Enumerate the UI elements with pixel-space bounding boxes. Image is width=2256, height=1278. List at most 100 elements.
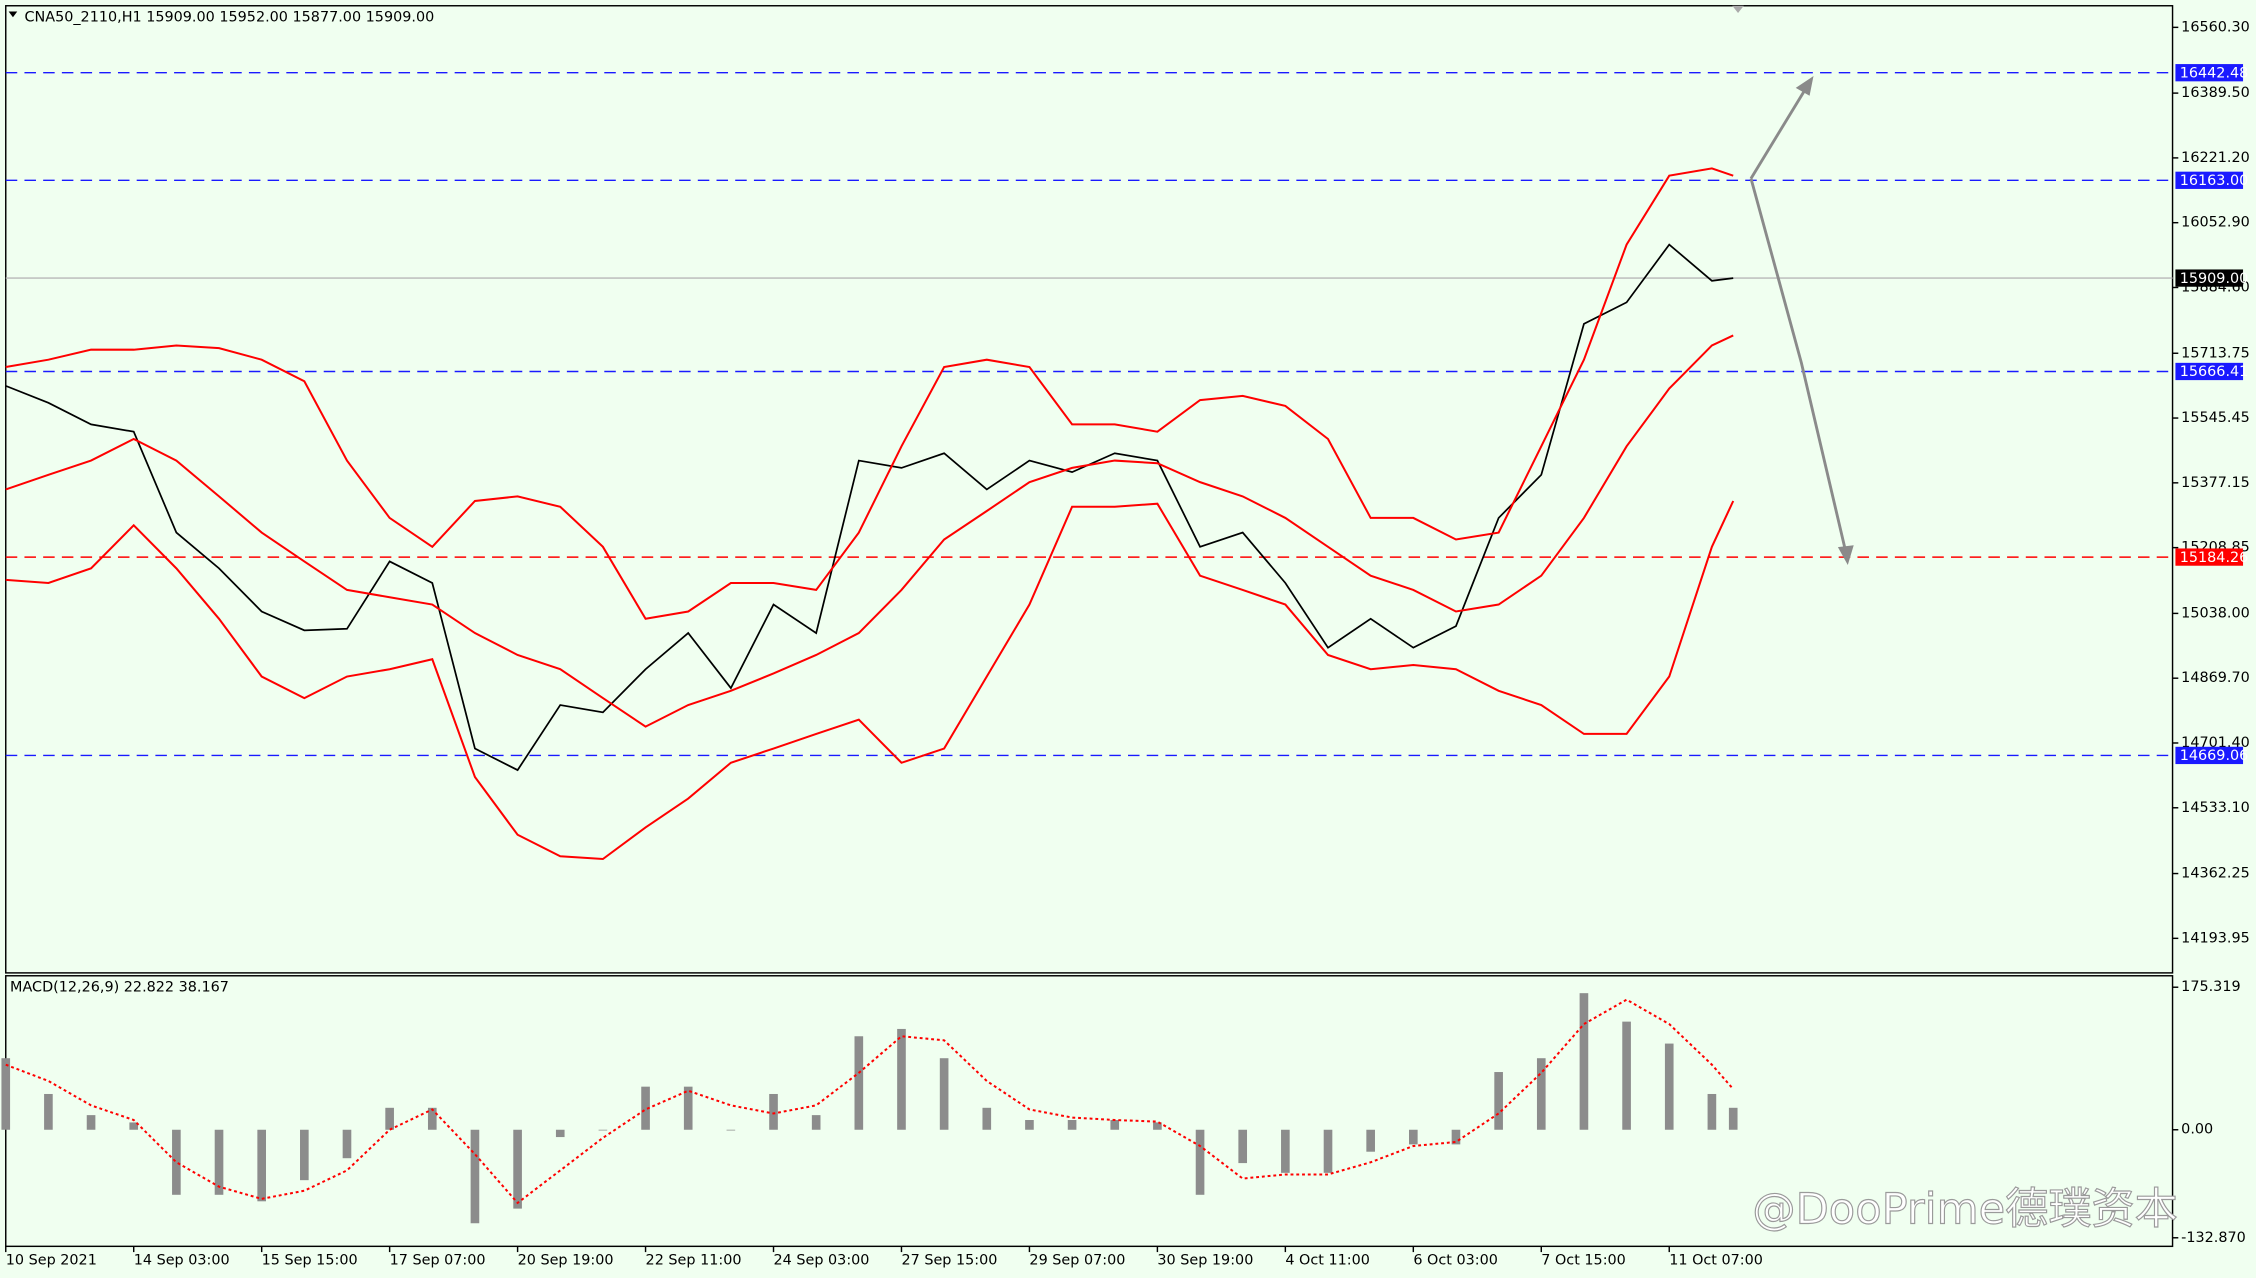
histogram-bar — [257, 1129, 266, 1202]
panel-title: MACD(12,26,9) 22.822 38.167 — [10, 979, 229, 995]
histogram-bar — [300, 1129, 309, 1181]
histogram-bar — [555, 1129, 565, 1138]
level-tag — [2175, 362, 2244, 381]
histogram-bar — [1536, 1058, 1546, 1130]
level-label: 16442.48 — [2180, 65, 2249, 81]
histogram-bar — [129, 1122, 139, 1130]
level-tag — [2175, 746, 2244, 765]
histogram-bar — [427, 1107, 437, 1130]
arrowhead — [1795, 76, 1814, 96]
y-tick-label: 15377.15 — [2181, 475, 2250, 491]
histogram-bar — [1238, 1129, 1248, 1164]
arrowhead — [1837, 545, 1854, 565]
level-tag — [2175, 548, 2244, 566]
y-tick-label: 16389.50 — [2181, 85, 2250, 101]
histogram-bar — [1451, 1129, 1461, 1145]
histogram-bar — [172, 1129, 181, 1195]
y-tick-label: 15038.00 — [2181, 605, 2250, 621]
histogram-bar — [1323, 1129, 1333, 1173]
x-tick-label: 27 Sep 15:00 — [901, 1253, 997, 1269]
y-tick-label: 15545.45 — [2181, 410, 2250, 426]
x-tick-label: 14 Sep 03:00 — [134, 1253, 230, 1269]
x-tick-label: 10 Sep 2021 — [6, 1253, 97, 1269]
histogram-bar — [1409, 1129, 1418, 1145]
x-tick-label: 11 Oct 07:00 — [1669, 1253, 1763, 1269]
collapse-triangle[interactable] — [8, 11, 18, 18]
y-tick-label: 16221.20 — [2181, 150, 2250, 166]
histogram-bar — [44, 1093, 53, 1130]
histogram-bar — [854, 1036, 864, 1130]
histogram-bar — [641, 1086, 650, 1130]
histogram-bar — [1366, 1129, 1375, 1152]
panel-title: CNA50_2110,H1 15909.00 15952.00 15877.00… — [24, 9, 434, 25]
series-line — [5, 334, 1734, 728]
x-tick-label: 30 Sep 19:00 — [1157, 1253, 1253, 1269]
histogram-bar — [598, 1129, 608, 1131]
shift-marker — [1732, 5, 1744, 13]
series-line — [5, 167, 1734, 620]
histogram-bar — [470, 1129, 480, 1224]
y-tick-label: 14193.95 — [2181, 930, 2250, 946]
y-tick-label: 16560.30 — [2181, 19, 2250, 35]
histogram-bar — [1, 1058, 11, 1130]
forecast-arrows — [1749, 76, 1854, 565]
histogram-bar — [1728, 1107, 1738, 1130]
histogram-bar — [86, 1115, 96, 1130]
level-tag — [2175, 64, 2244, 82]
histogram-bar — [1707, 1093, 1717, 1130]
histogram-bar — [982, 1107, 992, 1130]
y-tick-label: 16052.90 — [2181, 215, 2250, 231]
histogram-bar — [1067, 1119, 1077, 1130]
y-tick-label: 15713.75 — [2181, 345, 2250, 361]
level-label: 15184.26 — [2180, 550, 2249, 566]
watermark: @DooPrime德璞资本 — [1752, 1184, 2177, 1234]
level-label: 15666.41 — [2180, 364, 2249, 380]
histogram-bar — [769, 1093, 778, 1130]
arrow-down — [1749, 178, 1848, 553]
histogram-bar — [939, 1058, 949, 1130]
histogram-bar — [1579, 993, 1589, 1130]
x-tick-label: 6 Oct 03:00 — [1413, 1253, 1498, 1269]
histogram-bar — [214, 1129, 224, 1195]
y-tick-label: 14533.10 — [2181, 800, 2250, 816]
histogram-bar — [1281, 1129, 1290, 1173]
series-line — [5, 500, 1735, 861]
level-tag — [2175, 269, 2244, 287]
histogram-bar — [1153, 1122, 1162, 1130]
histogram-bar — [1195, 1129, 1205, 1195]
histogram-bar — [726, 1129, 736, 1131]
level-label: 16163.00 — [2180, 173, 2249, 189]
level-tag — [2175, 171, 2244, 189]
x-tick-label: 22 Sep 11:00 — [646, 1253, 742, 1269]
x-tick-label: 20 Sep 19:00 — [518, 1253, 614, 1269]
histogram-bar — [513, 1129, 522, 1209]
histogram-bar — [897, 1028, 906, 1130]
histogram-bar — [1664, 1043, 1674, 1130]
plot-layer: CNA50_2110,H1 15909.00 15952.00 15877.00… — [1, 9, 2250, 1269]
x-tick-label: 17 Sep 07:00 — [390, 1253, 486, 1269]
y-tick-label: 14362.25 — [2181, 866, 2250, 882]
arrow-up — [1749, 85, 1809, 180]
histogram-bar — [1494, 1072, 1503, 1130]
histogram-bar — [1622, 1021, 1631, 1130]
histogram-bar — [385, 1107, 394, 1130]
y-tick-label: 14869.70 — [2181, 670, 2250, 686]
series-line — [5, 243, 1734, 772]
level-label: 14669.06 — [2180, 748, 2249, 764]
x-tick-label: 4 Oct 11:00 — [1285, 1253, 1370, 1269]
histogram-bar — [342, 1129, 352, 1159]
histogram-bar — [683, 1086, 693, 1130]
x-tick-label: 7 Oct 15:00 — [1541, 1253, 1626, 1269]
x-tick-label: 24 Sep 03:00 — [774, 1253, 870, 1269]
y-tick-label: 0.00 — [2181, 1122, 2213, 1138]
x-tick-label: 29 Sep 07:00 — [1029, 1253, 1125, 1269]
level-label: 15909.00 — [2180, 271, 2249, 287]
histogram-bar — [1110, 1119, 1120, 1130]
y-tick-label: -132.870 — [2181, 1230, 2246, 1246]
x-tick-label: 15 Sep 15:00 — [262, 1253, 358, 1269]
series-line — [5, 998, 1734, 1205]
histogram-bar — [811, 1115, 821, 1130]
